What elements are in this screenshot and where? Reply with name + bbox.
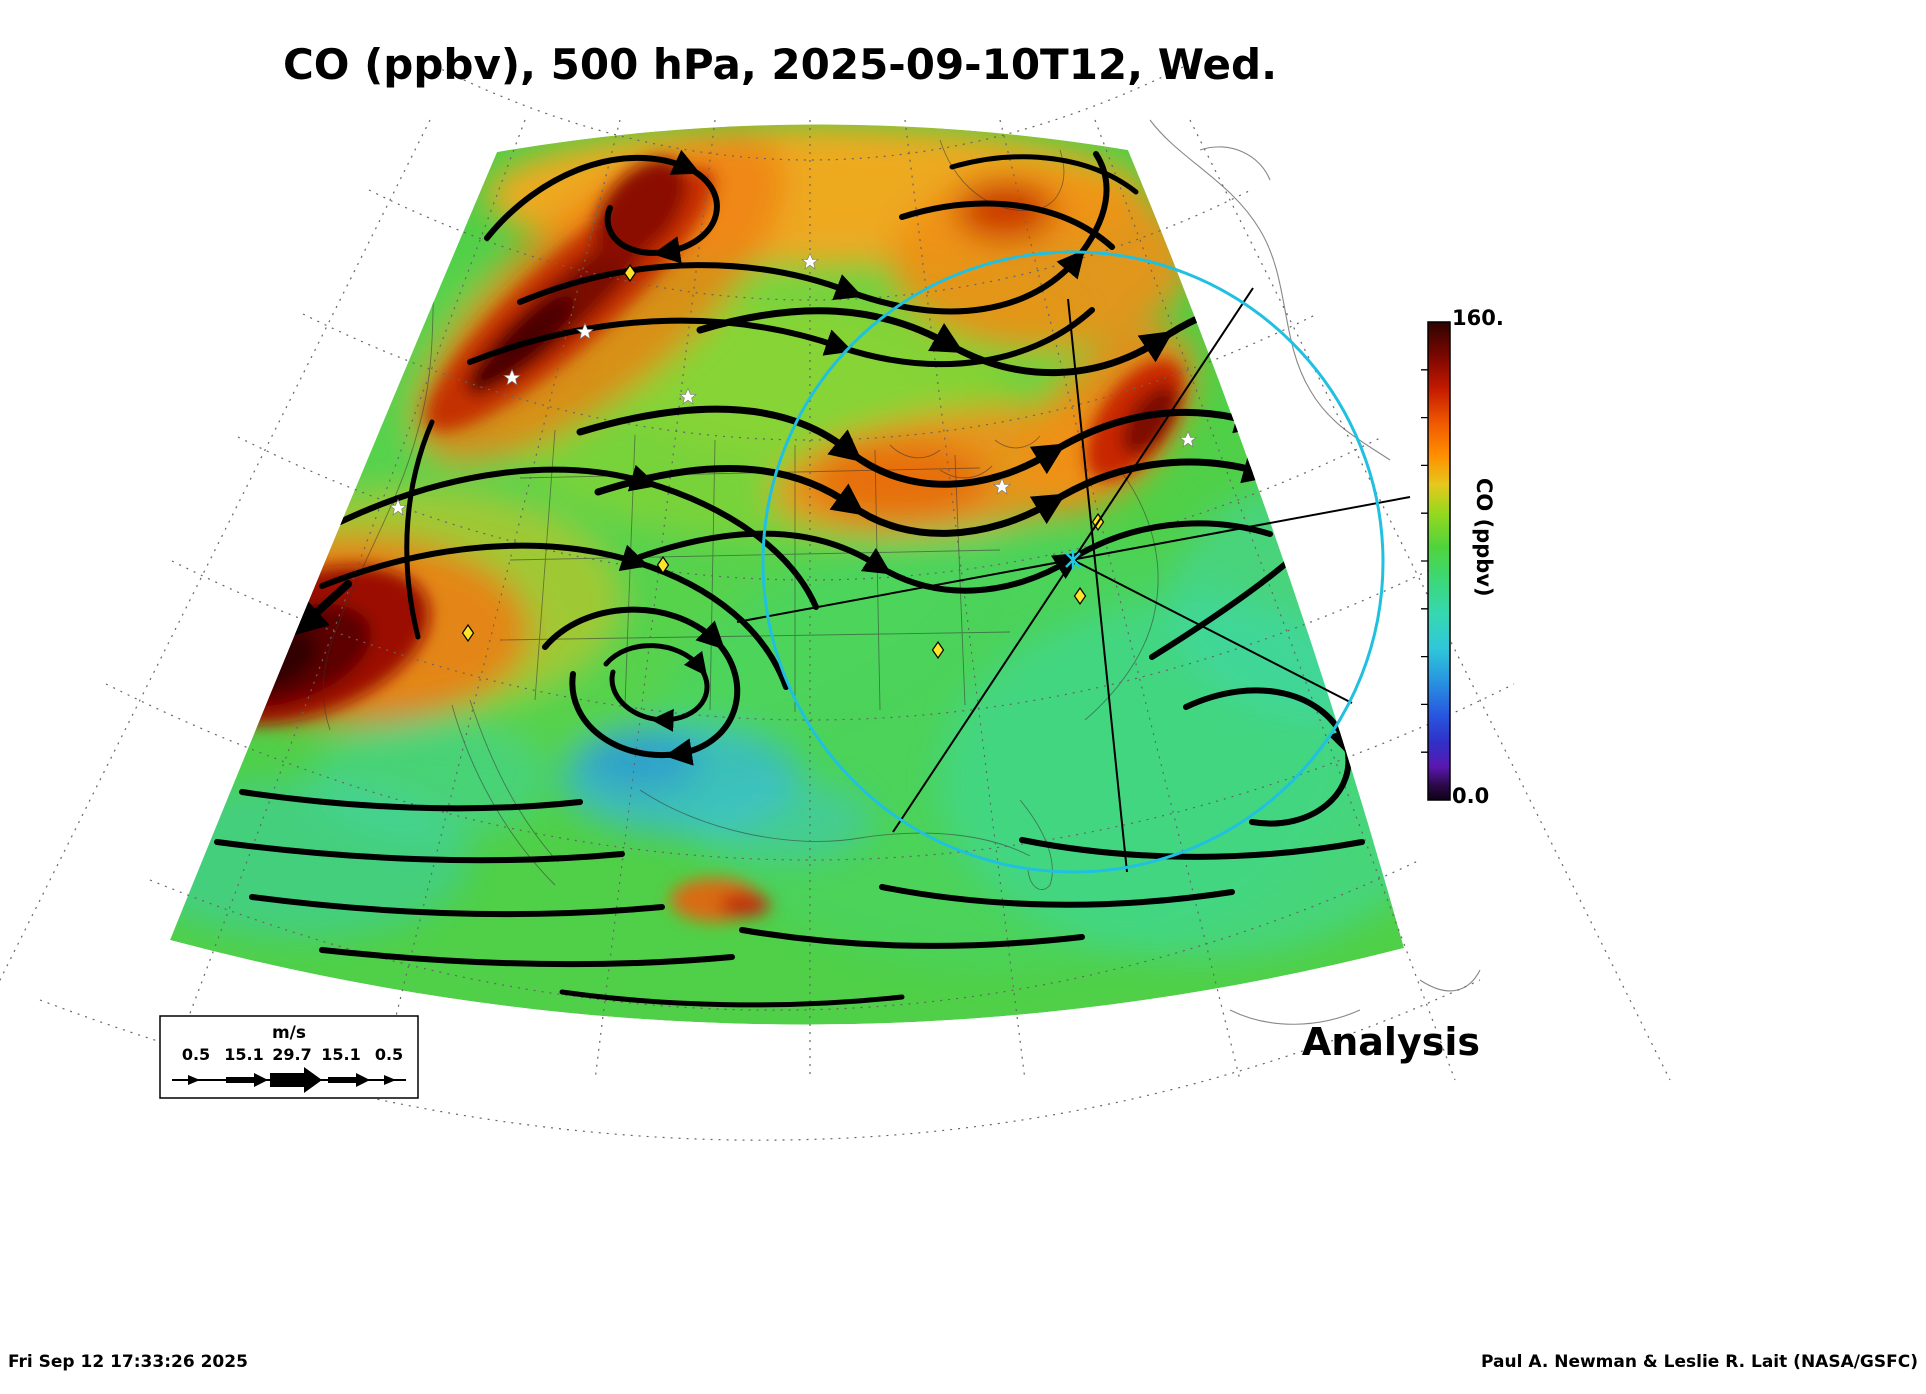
wind-legend-units: m/s [272, 1023, 306, 1043]
plot-title: CO (ppbv), 500 hPa, 2025-09-10T12, Wed. [282, 40, 1278, 89]
wind-speed-label-2: 15.1 [224, 1045, 263, 1064]
wind-speed-legend: m/s 0.5 15.1 29.7 15.1 0.5 [159, 1015, 419, 1099]
wind-speed-label-5: 0.5 [375, 1045, 403, 1064]
coastline-outside-map [1149, 119, 1481, 1025]
wind-legend-arrows [172, 1067, 406, 1093]
wind-streamlines [214, 149, 1404, 1008]
colorbar-max-label: 160. [1452, 306, 1504, 330]
range-circle [761, 250, 1385, 874]
colorbar-ticks [1421, 369, 1428, 753]
colorbar-gradient [1427, 321, 1451, 801]
wind-legend-values: 0.5 15.1 29.7 15.1 0.5 [182, 1045, 403, 1064]
analysis-label: Analysis [1301, 1020, 1480, 1064]
generation-timestamp: Fri Sep 12 17:33:26 2025 [8, 1352, 248, 1372]
credit-line: Paul A. Newman & Leslie R. Lait (NASA/GS… [1481, 1352, 1918, 1372]
wind-speed-label-4: 15.1 [321, 1045, 360, 1064]
wind-speed-label-3: 29.7 [272, 1045, 311, 1064]
wind-speed-label-1: 0.5 [182, 1045, 210, 1064]
circle-center-marker [1065, 550, 1081, 570]
colorbar-axis-label: CO (ppbv) [1472, 478, 1496, 597]
colorbar-min-label: 0.0 [1452, 784, 1490, 808]
colorbar [1421, 321, 1451, 801]
range-circle-overlay [736, 250, 1411, 874]
